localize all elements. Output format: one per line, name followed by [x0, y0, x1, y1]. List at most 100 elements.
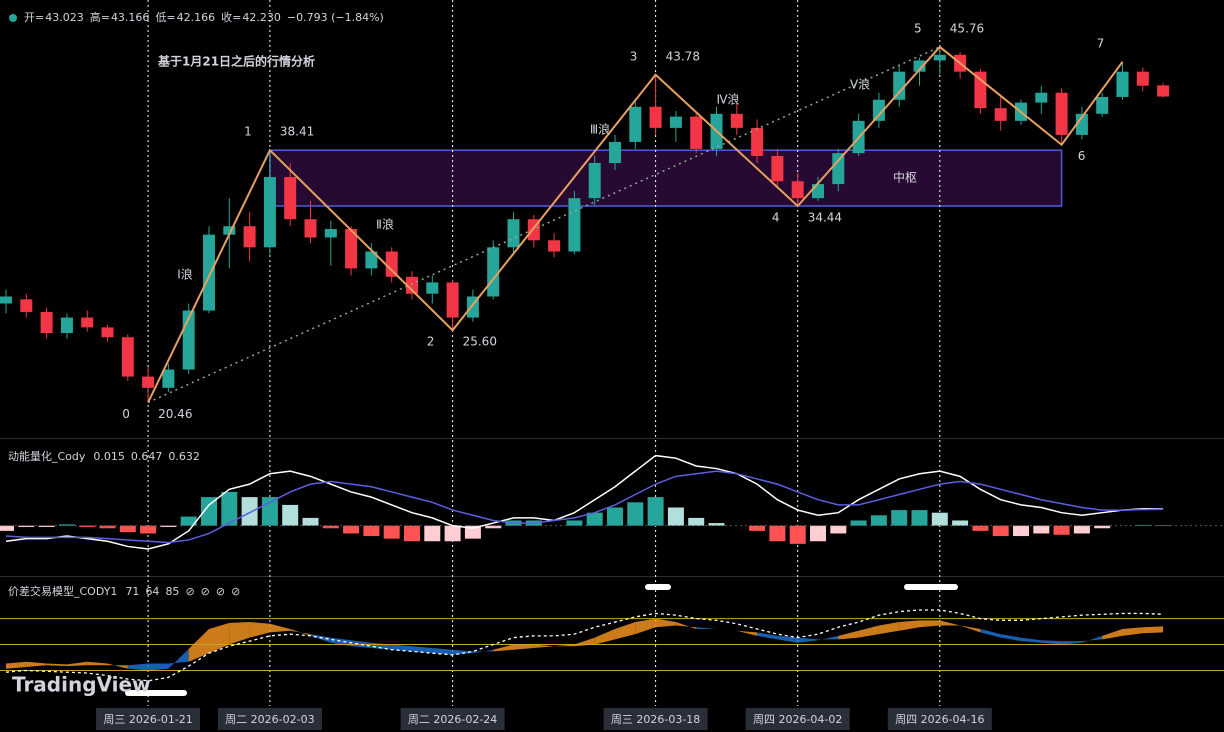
- band-area: [736, 630, 758, 636]
- histogram-bar: [180, 516, 197, 526]
- candle-body: [893, 71, 906, 100]
- zhongshu-label: 中枢: [893, 170, 917, 185]
- band-area: [980, 628, 1001, 638]
- candle-body: [121, 337, 134, 377]
- band-area: [939, 620, 961, 626]
- candle-body: [142, 376, 155, 388]
- band-area: [249, 622, 270, 638]
- histogram-bar: [302, 517, 319, 526]
- pivot-label: 0: [122, 407, 130, 421]
- date-box: [603, 708, 708, 730]
- band-area: [655, 618, 676, 628]
- band-area: [26, 661, 47, 667]
- candle-body: [994, 108, 1007, 121]
- indicator-value: 0.015: [93, 450, 125, 463]
- histogram-bar: [586, 512, 603, 526]
- x-tick-label: 周四 2026-04-16: [895, 713, 984, 726]
- candle-body: [629, 106, 642, 142]
- candle-body: [81, 317, 94, 328]
- candle-body: [913, 60, 926, 72]
- band-area: [290, 628, 311, 636]
- mask-bar: [904, 584, 958, 590]
- indicator-title: 价差交易模型_CODY1: [8, 584, 117, 598]
- ohlc-value: 43.166: [111, 11, 150, 24]
- histogram-bar: [870, 515, 887, 526]
- band-area: [269, 623, 291, 633]
- wave-label: Ⅱ浪: [376, 217, 394, 232]
- histogram-bar: [1053, 525, 1070, 535]
- histogram-bar: [749, 525, 766, 531]
- indicator-symbol: ⊘: [216, 585, 225, 598]
- band-area: [127, 663, 149, 671]
- date-box: [96, 708, 201, 730]
- candle-body: [1035, 92, 1048, 103]
- pivot-label: 4: [772, 210, 780, 224]
- band-area: [513, 644, 534, 650]
- candle-body: [304, 219, 317, 238]
- indicator-symbol: ⊘: [231, 585, 240, 598]
- band-area: [1061, 641, 1082, 645]
- band-area: [818, 635, 839, 641]
- candle-body: [588, 162, 601, 199]
- histogram-bar: [221, 491, 238, 526]
- histogram-bar: [261, 497, 278, 526]
- band-area: [777, 635, 798, 643]
- wave-label: Ⅲ浪: [590, 122, 610, 137]
- candle-body: [487, 247, 500, 297]
- band-area: [472, 649, 494, 654]
- band-area: [168, 648, 189, 669]
- band-area: [960, 625, 981, 633]
- band-area: [594, 628, 615, 645]
- candle-body: [507, 219, 520, 248]
- histogram-bar: [769, 525, 786, 542]
- candle-body: [40, 311, 53, 334]
- histogram-bar: [38, 525, 55, 527]
- band-area: [696, 627, 717, 629]
- candle-body: [609, 141, 621, 163]
- band-area: [87, 661, 108, 666]
- ohlc-change: −0.793 (−1.84%): [287, 11, 384, 24]
- band-area: [757, 632, 778, 640]
- mask-bar: [645, 584, 671, 590]
- band-area: [188, 628, 209, 662]
- x-tick-label: 周三 2026-03-18: [611, 713, 700, 726]
- band-area: [6, 661, 27, 669]
- band-area: [797, 637, 818, 643]
- indicator-value: 0.647: [131, 450, 163, 463]
- histogram-bar: [810, 525, 826, 542]
- candle-body: [812, 184, 824, 199]
- indicator-value: 71: [125, 585, 139, 598]
- wave-label: Ⅰ浪: [177, 267, 193, 282]
- band-area: [1000, 634, 1021, 642]
- x-tick-label: 周三 2026-01-21: [103, 713, 192, 726]
- indicator-symbol: ⊘: [201, 585, 210, 598]
- histogram-bar: [1033, 525, 1050, 534]
- candle-body: [385, 251, 398, 277]
- ohlc-label: 高=: [90, 10, 110, 24]
- candle-body: [1075, 113, 1088, 135]
- histogram-bar: [140, 525, 157, 534]
- candle-body: [60, 317, 73, 334]
- x-tick-label: 周二 2026-02-24: [408, 713, 497, 726]
- trend-line: [147, 46, 941, 404]
- candle-body: [162, 369, 175, 388]
- ohlc-label: 低=: [155, 11, 175, 24]
- candle-body: [1055, 92, 1068, 135]
- candle-body: [832, 153, 845, 185]
- candle-body: [101, 327, 114, 338]
- candle-body: [1157, 85, 1170, 97]
- candle-body: [1136, 71, 1149, 86]
- wave-label: Ⅴ浪: [850, 77, 870, 92]
- histogram-bar: [972, 525, 989, 531]
- pivot-value: 34.44: [808, 210, 842, 224]
- histogram-bar: [201, 497, 217, 526]
- candle-body: [933, 54, 946, 61]
- candle-body: [548, 240, 561, 252]
- histogram-bar: [1094, 525, 1111, 529]
- date-box: [217, 708, 322, 730]
- histogram-bar: [1013, 525, 1029, 537]
- histogram-bar: [119, 525, 136, 533]
- date-box: [745, 708, 850, 730]
- candle-body: [0, 296, 12, 304]
